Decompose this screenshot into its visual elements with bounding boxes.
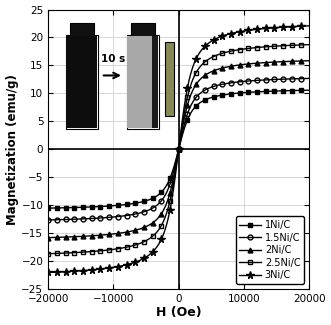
1Ni/C	[274, 89, 278, 93]
3Ni/C	[46, 270, 50, 274]
1.5Ni/C	[91, 216, 95, 220]
X-axis label: H (Oe): H (Oe)	[156, 306, 202, 319]
2Ni/C	[146, 224, 150, 228]
Line: 3Ni/C: 3Ni/C	[44, 22, 313, 276]
1Ni/C	[76, 205, 80, 209]
2.5Ni/C	[76, 251, 80, 254]
1Ni/C	[91, 205, 95, 209]
1.5Ni/C	[302, 77, 306, 81]
1Ni/C	[307, 88, 311, 92]
1Ni/C	[158, 192, 162, 196]
3Ni/C	[76, 269, 80, 273]
3Ni/C	[158, 241, 162, 245]
1Ni/C	[46, 206, 50, 210]
1Ni/C	[146, 198, 150, 202]
1.5Ni/C	[307, 76, 311, 80]
2Ni/C	[46, 236, 50, 240]
2.5Ni/C	[91, 250, 95, 254]
1.5Ni/C	[158, 201, 162, 205]
1.5Ni/C	[274, 77, 278, 81]
Line: 1.5Ni/C: 1.5Ni/C	[46, 76, 311, 222]
1.5Ni/C	[46, 218, 50, 222]
Legend: 1Ni/C, 1.5Ni/C, 2Ni/C, 2.5Ni/C, 3Ni/C: 1Ni/C, 1.5Ni/C, 2Ni/C, 2.5Ni/C, 3Ni/C	[236, 216, 304, 284]
2Ni/C	[302, 59, 306, 63]
2Ni/C	[76, 235, 80, 239]
Y-axis label: Magnetization (emu/g): Magnetization (emu/g)	[6, 74, 19, 225]
Line: 1Ni/C: 1Ni/C	[46, 88, 311, 211]
2.5Ni/C	[307, 43, 311, 46]
2.5Ni/C	[146, 238, 150, 241]
3Ni/C	[91, 268, 95, 272]
2Ni/C	[91, 234, 95, 238]
2.5Ni/C	[302, 43, 306, 47]
Line: 2.5Ni/C: 2.5Ni/C	[46, 42, 311, 256]
2Ni/C	[274, 60, 278, 64]
3Ni/C	[307, 24, 311, 28]
1Ni/C	[302, 88, 306, 92]
1.5Ni/C	[146, 208, 150, 212]
1.5Ni/C	[76, 217, 80, 221]
3Ni/C	[146, 254, 150, 257]
2.5Ni/C	[158, 227, 162, 230]
Line: 2Ni/C: 2Ni/C	[46, 58, 311, 240]
3Ni/C	[274, 26, 278, 30]
2Ni/C	[158, 214, 162, 218]
2Ni/C	[307, 59, 311, 63]
2.5Ni/C	[274, 44, 278, 48]
2.5Ni/C	[46, 252, 50, 256]
3Ni/C	[302, 24, 306, 28]
